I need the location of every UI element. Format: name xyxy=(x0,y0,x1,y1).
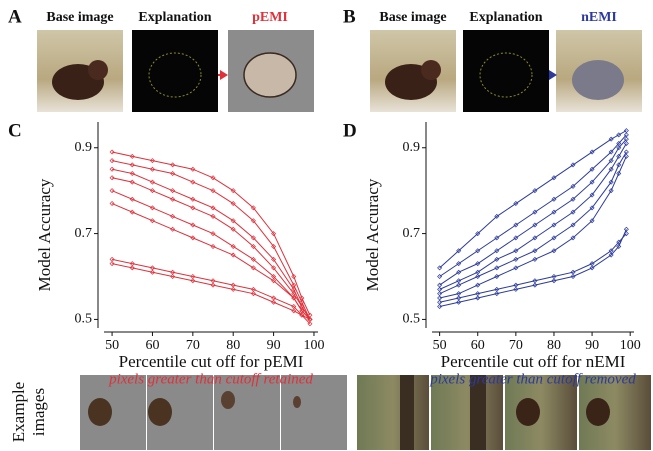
series-line xyxy=(440,135,627,277)
series-line xyxy=(440,152,627,294)
arrow-head xyxy=(549,70,557,80)
y-tick-label: 0.9 xyxy=(403,140,421,155)
panel-letter: A xyxy=(8,6,22,27)
x-axis-label: Percentile cut off for nEMI xyxy=(441,352,626,371)
figure: A B C D Base image Explanation pEMI Base… xyxy=(0,0,653,451)
y-tick-label: 0.5 xyxy=(75,312,93,327)
y-tick-label: 0.7 xyxy=(75,226,93,241)
image-label: Base image xyxy=(379,10,446,25)
series-line xyxy=(112,264,310,324)
y-tick-label: 0.5 xyxy=(403,312,421,327)
example-bear xyxy=(293,396,301,408)
x-axis-label: Percentile cut off for pEMI xyxy=(119,352,304,371)
panel-a-images xyxy=(37,30,314,112)
image-label: Base image xyxy=(46,10,113,25)
bear-head xyxy=(88,60,108,80)
example-tree xyxy=(400,375,414,450)
series-line xyxy=(112,259,310,319)
image-label: Explanation xyxy=(138,10,211,25)
image-label: pEMI xyxy=(252,10,288,25)
panel-letter: D xyxy=(343,120,357,141)
bear-head xyxy=(421,60,441,80)
example-bear xyxy=(221,391,235,409)
image-label: Explanation xyxy=(469,10,542,25)
example-label: images xyxy=(29,388,48,436)
nemi-bear xyxy=(572,60,624,100)
panel-b-images xyxy=(370,30,642,112)
x-tick-label: 100 xyxy=(303,338,324,353)
explanation-image xyxy=(132,30,218,112)
explanation-image xyxy=(463,30,549,112)
series-line xyxy=(112,191,310,320)
y-tick-label: 0.7 xyxy=(403,226,421,241)
example-bear xyxy=(516,398,540,426)
subtitle: pixels greater than cutoff retained xyxy=(108,371,313,387)
image-label: nEMI xyxy=(581,10,617,25)
series-line xyxy=(112,204,310,320)
example-image xyxy=(357,375,429,450)
example-label: Example xyxy=(9,382,28,442)
example-bear xyxy=(148,398,172,426)
series-line xyxy=(112,169,310,319)
subtitle: pixels greater than cutoff removed xyxy=(429,371,636,387)
x-tick-label: 50 xyxy=(105,338,119,353)
panel-letter: C xyxy=(8,120,22,141)
pemi-bear xyxy=(244,53,296,97)
y-tick-label: 0.9 xyxy=(75,140,93,155)
panel-letter: B xyxy=(343,6,356,27)
y-axis-label: Model Accuracy xyxy=(363,178,382,291)
series-line xyxy=(440,143,627,289)
series-line xyxy=(112,161,310,320)
arrow-head xyxy=(220,70,228,80)
y-axis-label: Model Accuracy xyxy=(35,178,54,291)
example-bear xyxy=(586,398,610,426)
example-bear xyxy=(88,398,112,426)
